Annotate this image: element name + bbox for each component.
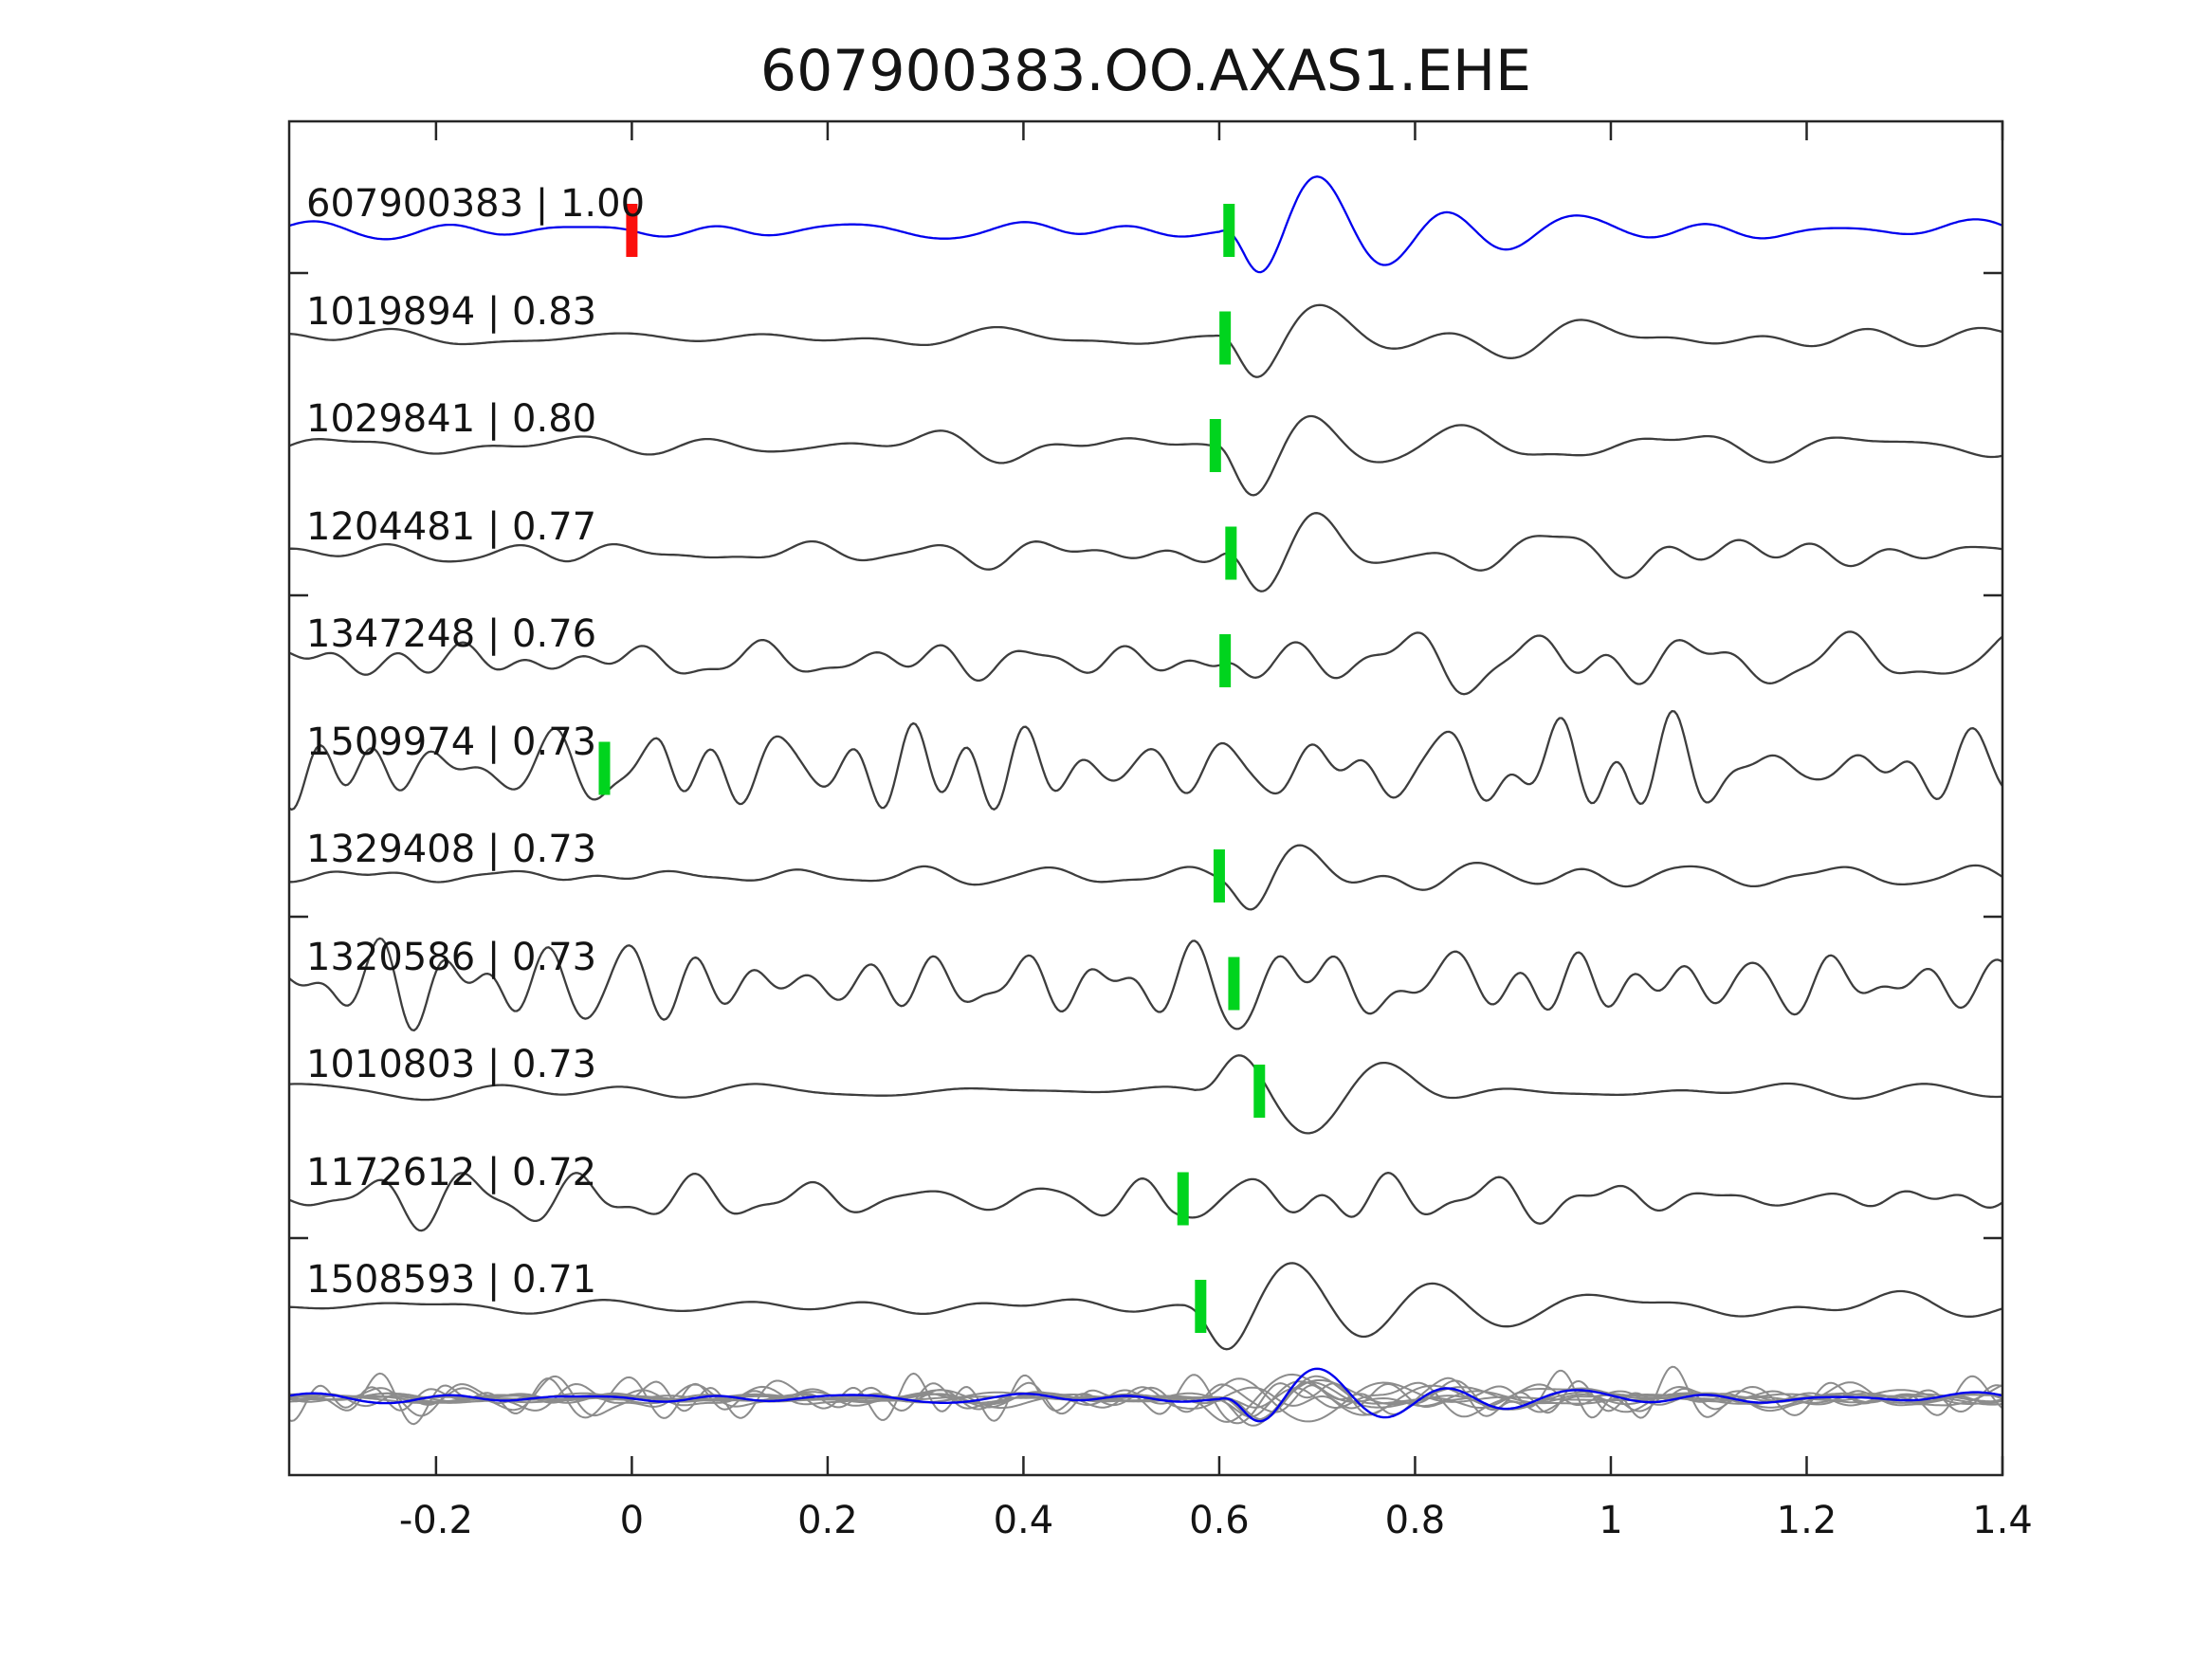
x-tick-label: 1.4 <box>1972 1499 2033 1542</box>
pick-marker-1172612 <box>1177 1172 1189 1226</box>
trace-label: 1320586 | 0.73 <box>306 935 597 979</box>
x-tick-label: 1 <box>1599 1499 1623 1542</box>
waveform-trace-1508593 <box>288 1262 2003 1351</box>
pick-marker-1010803 <box>1253 1065 1266 1118</box>
trace-label: 1029841 | 0.80 <box>306 397 597 441</box>
pick-marker-1347248 <box>1219 634 1232 687</box>
pick-marker-1509974 <box>598 741 611 795</box>
trace-label: 607900383 | 1.00 <box>306 182 646 226</box>
pick-marker-1508593 <box>1195 1280 1207 1333</box>
overlay-template-trace <box>288 1367 2003 1423</box>
pick-marker-1029841 <box>1209 419 1221 472</box>
overlay-trace <box>288 1372 2003 1426</box>
x-tick-label: 0.2 <box>797 1499 858 1542</box>
template-pick-marker <box>626 204 638 257</box>
trace-label: 1172612 | 0.72 <box>306 1150 597 1194</box>
x-tick-label: 0.6 <box>1189 1499 1250 1542</box>
pick-marker-607900383 <box>1223 204 1235 257</box>
trace-label: 1329408 | 0.73 <box>306 828 597 871</box>
figure-title: 607900383.OO.AXAS1.EHE <box>759 38 1532 104</box>
x-tick-label: 0.4 <box>993 1499 1054 1542</box>
waveform-trace-1509974 <box>288 709 2003 811</box>
x-tick-label: 1.2 <box>1776 1499 1837 1542</box>
trace-label: 1019894 | 0.83 <box>306 289 597 334</box>
x-tick-label: 0.8 <box>1384 1499 1446 1542</box>
waveform-trace-1010803 <box>288 1054 2003 1135</box>
x-tick-label: -0.2 <box>398 1499 473 1542</box>
pick-marker-1329408 <box>1213 849 1225 902</box>
waveform-trace-1019894 <box>288 303 2003 378</box>
waveform-trace-1172612 <box>288 1171 2003 1232</box>
trace-label: 1508593 | 0.71 <box>306 1258 597 1302</box>
trace-label: 1347248 | 0.76 <box>306 612 597 656</box>
waveform-trace-1204481 <box>288 512 2003 592</box>
waveform-trace-1320586 <box>288 937 2003 1032</box>
x-tick-label: 0 <box>619 1499 645 1542</box>
pick-marker-1019894 <box>1219 311 1232 365</box>
waveform-trace-1329408 <box>289 844 2003 911</box>
trace-label: 1010803 | 0.73 <box>306 1043 597 1086</box>
pick-marker-1204481 <box>1225 526 1237 580</box>
waveform-trace-607900383 <box>288 175 2003 274</box>
trace-label: 1509974 | 0.73 <box>306 720 597 764</box>
overlay-trace <box>288 1365 2003 1422</box>
trace-label: 1204481 | 0.77 <box>306 504 597 549</box>
waveform-trace-1029841 <box>288 414 2003 497</box>
waveform-trace-1347248 <box>288 630 2003 696</box>
pick-marker-1320586 <box>1228 957 1240 1011</box>
plot-frame <box>287 119 2004 1477</box>
